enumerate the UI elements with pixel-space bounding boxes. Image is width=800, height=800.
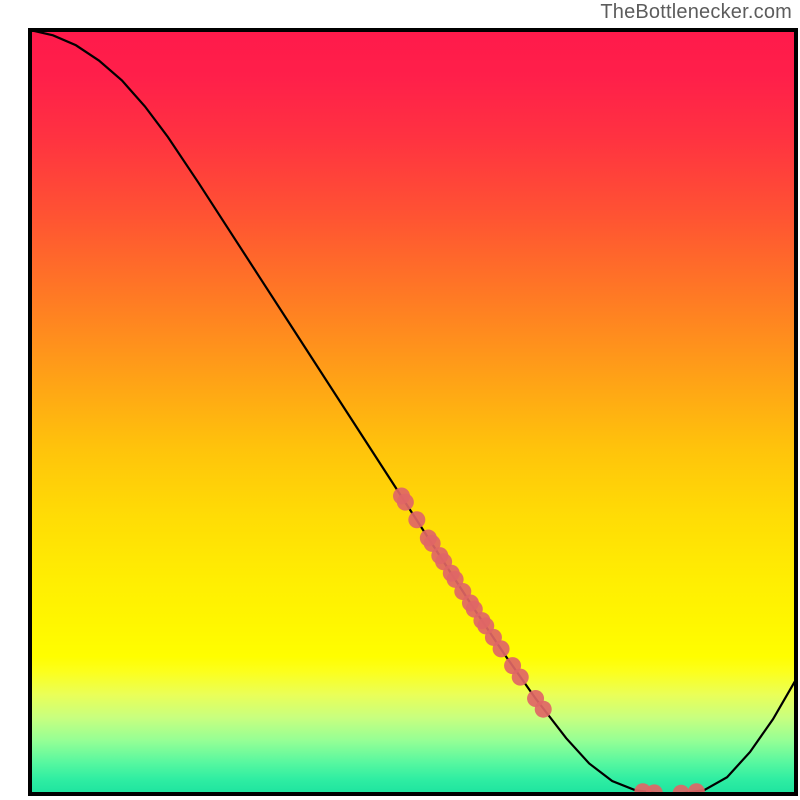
bottleneck-chart (0, 0, 800, 800)
scatter-point (688, 783, 705, 800)
scatter-point (512, 669, 529, 686)
scatter-point (408, 511, 425, 528)
plot-background (30, 30, 796, 794)
scatter-point (535, 701, 552, 718)
scatter-point (493, 640, 510, 657)
watermark-label: TheBottlenecker.com (600, 1, 792, 24)
scatter-point (397, 494, 414, 511)
